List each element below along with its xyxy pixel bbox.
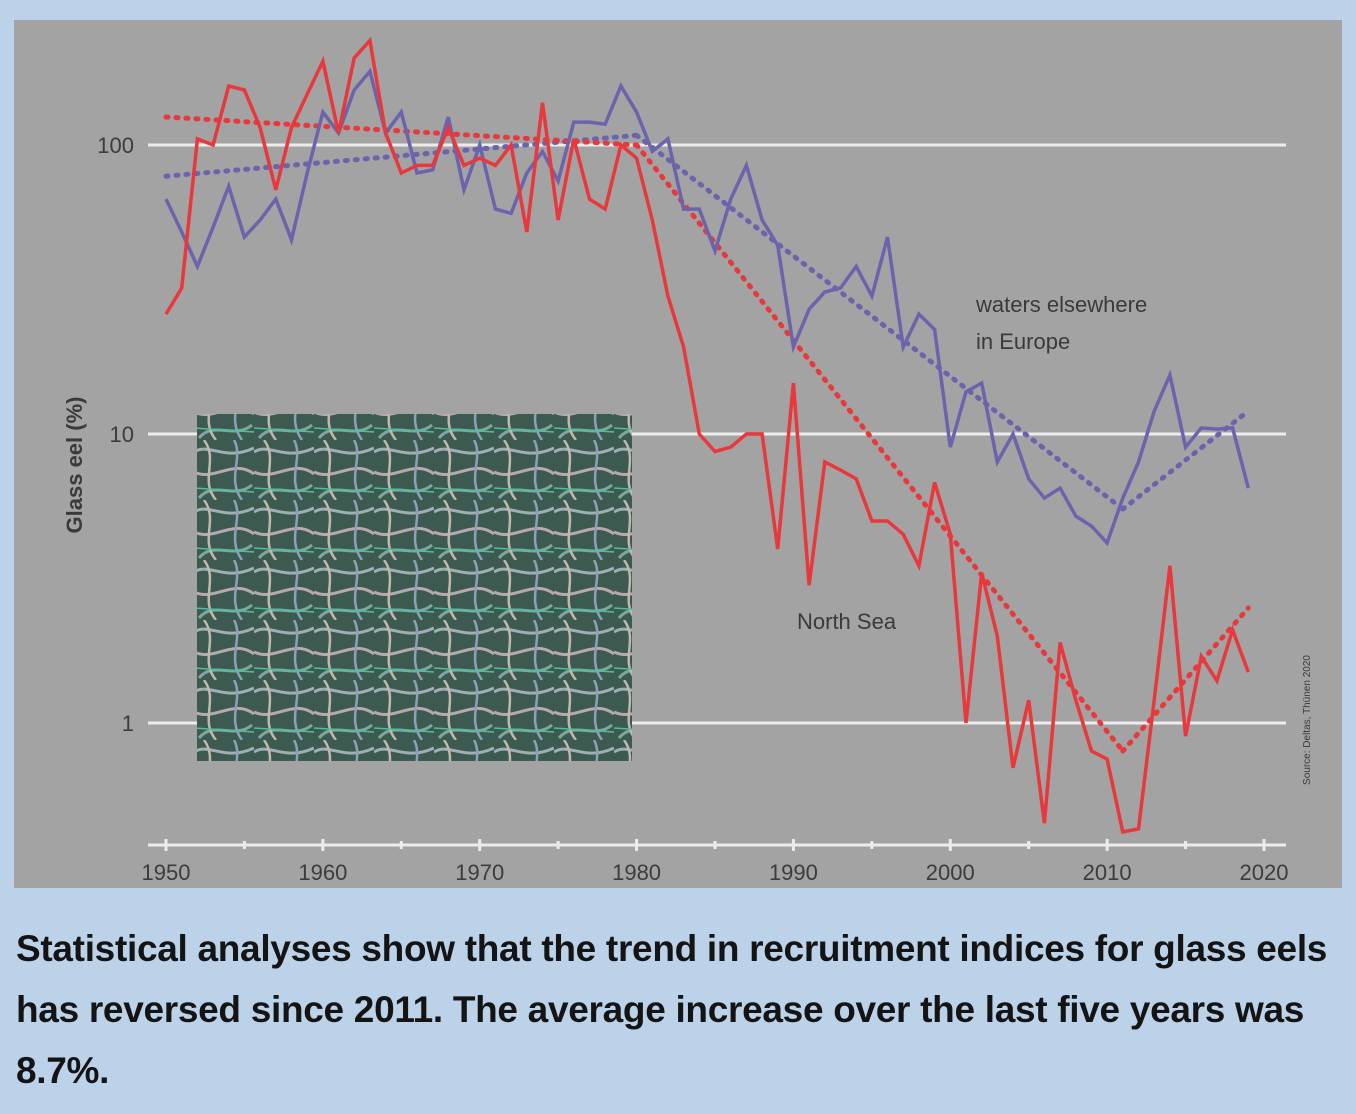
glass-eel-photo: [197, 414, 632, 761]
x-tick-label: 1980: [612, 860, 661, 885]
series-line-north_sea: [164, 36, 1250, 834]
x-tick-label: 1990: [769, 860, 818, 885]
y-tick-label: 10: [110, 422, 134, 447]
annotation-europe-line2: in Europe: [976, 329, 1070, 354]
x-tick-label: 1950: [142, 860, 191, 885]
series-line-europe: [164, 67, 1250, 547]
x-tick-label: 2020: [1240, 860, 1289, 885]
annotation-north-sea: North Sea: [797, 609, 897, 634]
x-tick-label: 2000: [926, 860, 975, 885]
trend-north_sea_trend_1: [163, 114, 640, 148]
trend-north_sea_trend_3: [1120, 605, 1251, 754]
x-tick-label: 2010: [1083, 860, 1132, 885]
trend-europe_trend_2: [634, 132, 1126, 512]
y-axis-ticks: 100 10 1: [97, 133, 134, 736]
x-axis: 1950 1960 1970 1980 1990 2000 2010 2020: [142, 839, 1289, 885]
y-tick-label: 100: [97, 133, 134, 158]
annotation-europe-line1: waters elsewhere: [975, 292, 1147, 317]
caption: Statistical analyses show that the trend…: [16, 928, 1328, 1091]
x-tick-label: 1970: [455, 860, 504, 885]
source-note: Source: Deltas, Thünen 2020: [1302, 655, 1313, 785]
glass-eel-chart: 1950 1960 1970 1980 1990 2000 2010 2020 100101 …: [62, 36, 1313, 885]
y-axis-label: Glass eel (%): [62, 397, 87, 534]
chart-panel: 1950 1960 1970 1980 1990 2000 2010 2020 100 10 1 …: [14, 20, 1342, 888]
y-tick-label: 1: [122, 711, 134, 736]
x-tick-label: 1960: [298, 860, 347, 885]
trend-europe_trend_3: [1120, 408, 1251, 512]
series-lines: [164, 36, 1250, 834]
